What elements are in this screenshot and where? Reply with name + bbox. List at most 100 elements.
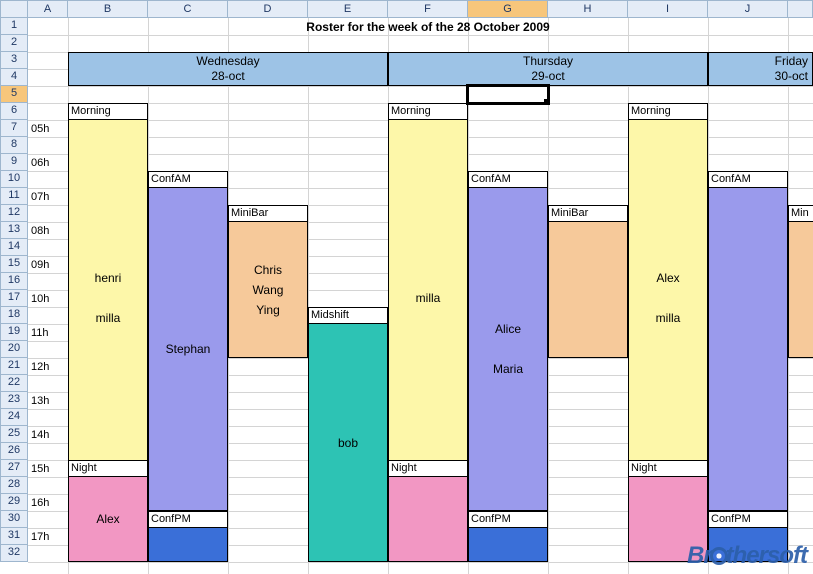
shift-label: Night	[629, 461, 707, 477]
shift-label: ConfAM	[469, 172, 547, 188]
col-header-A[interactable]: A	[28, 0, 68, 18]
shift-body: Alex	[69, 477, 147, 561]
shift-label: ConfPM	[469, 512, 547, 528]
col-header-G[interactable]: G	[468, 0, 548, 18]
shift-block-E-18[interactable]: Midshiftbob	[308, 307, 388, 562]
row-header-15[interactable]: 15	[0, 256, 28, 273]
shift-label: MiniBar	[549, 206, 627, 222]
row-header-18[interactable]: 18	[0, 307, 28, 324]
column-header-row: ABCDEFGHIJ	[0, 0, 813, 18]
row-header-6[interactable]: 6	[0, 103, 28, 120]
day-name: Thursday	[389, 54, 707, 69]
col-header-E[interactable]: E	[308, 0, 388, 18]
day-name: Wednesday	[69, 54, 387, 69]
shift-body: bob	[309, 324, 387, 561]
day-date: 29-oct	[389, 69, 707, 84]
time-label-10h: 10h	[28, 290, 68, 307]
time-label-13h: 13h	[28, 392, 68, 409]
row-header-2[interactable]: 2	[0, 35, 28, 52]
day-header-friday: Friday30-oct	[708, 52, 813, 86]
col-header-F[interactable]: F	[388, 0, 468, 18]
shift-block-F-6[interactable]: Morningmilla	[388, 103, 468, 477]
row-header-23[interactable]: 23	[0, 392, 28, 409]
col-header-extra[interactable]	[788, 0, 813, 18]
col-header-C[interactable]: C	[148, 0, 228, 18]
shift-block-J-10[interactable]: ConfAM	[708, 171, 788, 511]
shift-label: ConfAM	[709, 172, 787, 188]
shift-block-F-27[interactable]: Night	[388, 460, 468, 562]
col-header-B[interactable]: B	[68, 0, 148, 18]
shift-body	[389, 477, 467, 561]
col-header-H[interactable]: H	[548, 0, 628, 18]
row-header-3[interactable]: 3	[0, 52, 28, 69]
shift-block-H-12[interactable]: MiniBar	[548, 205, 628, 358]
shift-body: henri milla	[69, 120, 147, 476]
time-label-12h: 12h	[28, 358, 68, 375]
row-header-19[interactable]: 19	[0, 324, 28, 341]
row-header-14[interactable]: 14	[0, 239, 28, 256]
time-label-11h: 11h	[28, 324, 68, 341]
row-header-31[interactable]: 31	[0, 528, 28, 545]
row-header-20[interactable]: 20	[0, 341, 28, 358]
row-header-17[interactable]: 17	[0, 290, 28, 307]
day-header-thursday: Thursday29-oct	[388, 52, 708, 86]
shift-block-D-12[interactable]: MiniBarChrisWangYing	[228, 205, 308, 358]
shift-label: Morning	[69, 104, 147, 120]
time-label-05h: 05h	[28, 120, 68, 137]
col-header-I[interactable]: I	[628, 0, 708, 18]
row-header-1[interactable]: 1	[0, 18, 28, 35]
row-header-16[interactable]: 16	[0, 273, 28, 290]
row-header-11[interactable]: 11	[0, 188, 28, 205]
row-header-28[interactable]: 28	[0, 477, 28, 494]
row-header-25[interactable]: 25	[0, 426, 28, 443]
shift-block-C-10[interactable]: ConfAMStephan	[148, 171, 228, 511]
shift-body: Alice Maria	[469, 188, 547, 510]
shift-block-B-27[interactable]: NightAlex	[68, 460, 148, 562]
shift-body: Alex milla	[629, 120, 707, 476]
shift-block-I-6[interactable]: MorningAlex milla	[628, 103, 708, 477]
shift-block-C-30[interactable]: ConfPM	[148, 511, 228, 562]
active-cell-selection	[466, 84, 550, 105]
shift-block-trunc[interactable]: Min	[788, 205, 813, 358]
time-label-09h: 09h	[28, 256, 68, 273]
cell-grid[interactable]: Roster for the week of the 28 October 20…	[28, 18, 813, 574]
row-header-27[interactable]: 27	[0, 460, 28, 477]
shift-label: Night	[69, 461, 147, 477]
shift-block-B-6[interactable]: Morninghenri milla	[68, 103, 148, 477]
row-header-13[interactable]: 13	[0, 222, 28, 239]
shift-label: ConfPM	[709, 512, 787, 528]
day-header-wednesday: Wednesday28-oct	[68, 52, 388, 86]
shift-label: MiniBar	[229, 206, 307, 222]
row-header-7[interactable]: 7	[0, 120, 28, 137]
shift-body	[549, 222, 627, 357]
spreadsheet-viewport: ABCDEFGHIJ 12345678910111213141516171819…	[0, 0, 813, 574]
shift-body: Stephan	[149, 188, 227, 510]
row-header-12[interactable]: 12	[0, 205, 28, 222]
col-header-J[interactable]: J	[708, 0, 788, 18]
row-header-26[interactable]: 26	[0, 443, 28, 460]
row-header-strip: 1234567891011121314151617181920212223242…	[0, 18, 28, 562]
row-header-29[interactable]: 29	[0, 494, 28, 511]
time-label-17h: 17h	[28, 528, 68, 545]
shift-label: ConfPM	[149, 512, 227, 528]
col-header-D[interactable]: D	[228, 0, 308, 18]
shift-block-G-30[interactable]: ConfPM	[468, 511, 548, 562]
row-header-10[interactable]: 10	[0, 171, 28, 188]
row-header-8[interactable]: 8	[0, 137, 28, 154]
shift-block-G-10[interactable]: ConfAMAlice Maria	[468, 171, 548, 511]
select-all-corner[interactable]	[0, 0, 28, 18]
row-header-32[interactable]: 32	[0, 545, 28, 562]
day-name: Friday	[775, 54, 808, 69]
shift-label: Min	[789, 206, 813, 222]
fill-handle[interactable]	[544, 99, 550, 105]
row-header-4[interactable]: 4	[0, 69, 28, 86]
row-header-24[interactable]: 24	[0, 409, 28, 426]
row-header-30[interactable]: 30	[0, 511, 28, 528]
time-label-15h: 15h	[28, 460, 68, 477]
time-label-14h: 14h	[28, 426, 68, 443]
time-label-07h: 07h	[28, 188, 68, 205]
row-header-21[interactable]: 21	[0, 358, 28, 375]
row-header-9[interactable]: 9	[0, 154, 28, 171]
row-header-22[interactable]: 22	[0, 375, 28, 392]
row-header-5[interactable]: 5	[0, 86, 28, 103]
